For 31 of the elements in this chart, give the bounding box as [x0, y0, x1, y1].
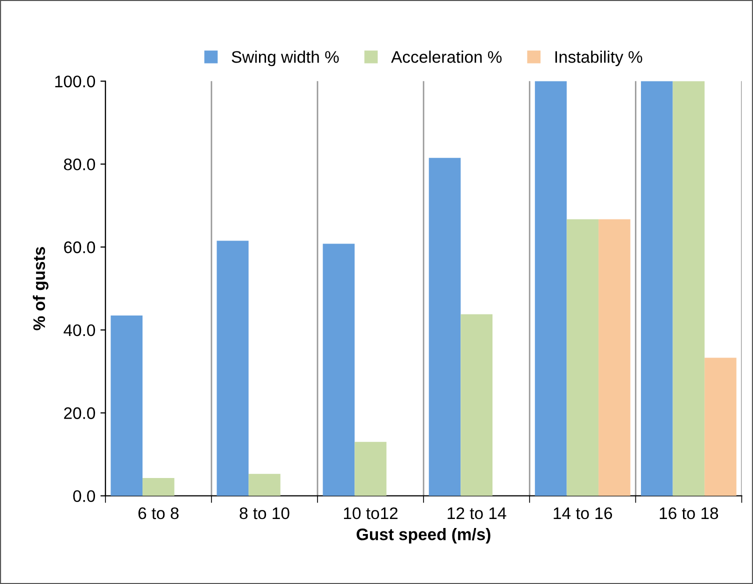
x-tick-label: 12 to 14	[448, 507, 506, 520]
bar	[534, 81, 567, 496]
x-tick-label: 16 to 18	[660, 507, 718, 520]
bar	[704, 358, 736, 496]
y-tick-label: 60.0	[64, 241, 96, 254]
x-tick-label: 6 to 8	[138, 507, 179, 520]
bar	[428, 158, 461, 496]
bar	[672, 81, 705, 496]
bar	[460, 314, 492, 496]
y-tick-label: 20.0	[64, 407, 96, 420]
bar	[598, 219, 630, 496]
bar	[322, 244, 355, 496]
y-axis-title: % of gusts	[32, 247, 48, 330]
bar	[640, 81, 673, 496]
legend-label: Instability %	[555, 50, 642, 66]
bar	[142, 478, 174, 496]
bar	[248, 474, 280, 496]
legend-label: Acceleration %	[391, 50, 502, 63]
bar	[216, 240, 249, 496]
bar	[566, 219, 599, 496]
x-tick-label: 14 to 16	[554, 507, 612, 520]
x-tick-label: 8 to 10	[240, 507, 290, 520]
y-tick-label: 100.0	[55, 76, 96, 88]
y-tick-label: 80.0	[64, 158, 96, 170]
bar	[354, 442, 386, 496]
legend-label: Swing width %	[232, 50, 339, 66]
x-tick-label: 10 to12	[344, 507, 398, 520]
x-axis-title: Gust speed (m/s)	[356, 528, 490, 544]
bar	[110, 315, 143, 496]
y-tick-label: 0.0	[73, 490, 96, 502]
y-tick-label: 40.0	[64, 324, 96, 336]
